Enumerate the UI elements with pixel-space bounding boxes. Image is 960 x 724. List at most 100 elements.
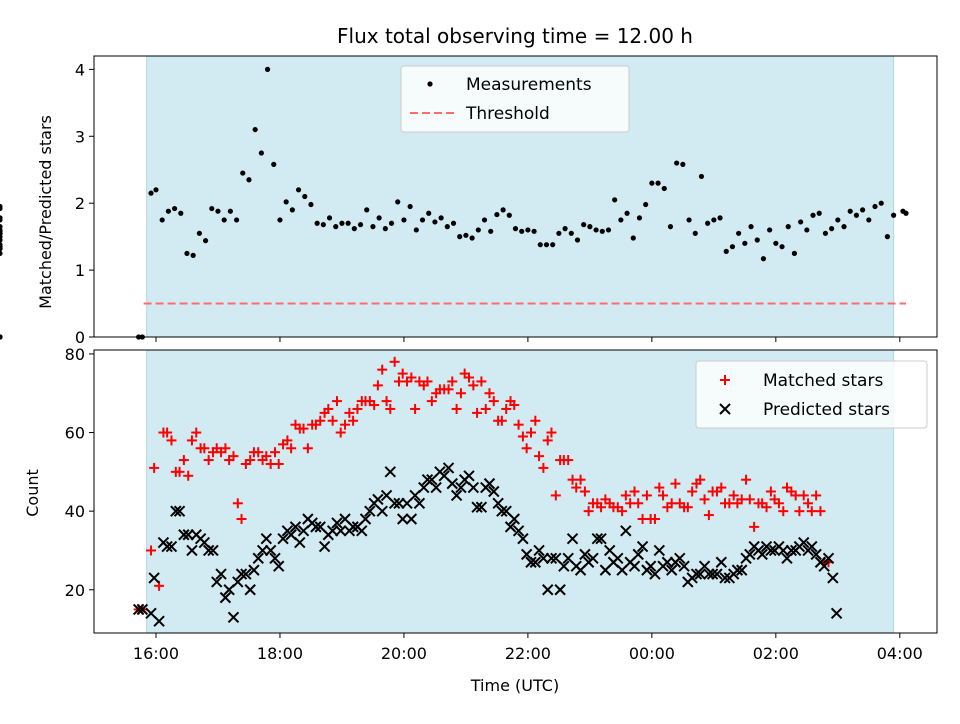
predicted-star-point [207,544,219,557]
measurement-point [202,238,209,244]
predicted-star-point-b [148,572,160,584]
predicted-star-point [731,564,744,576]
matched-star-point [794,506,805,517]
predicted-star-point-b [636,540,649,553]
top-y-tick-label: 0 [75,328,85,347]
predicted-star-point [186,544,198,557]
predicted-star-point [388,497,401,509]
matched-star-point [236,514,247,525]
measurement-point [822,230,829,236]
matched-star-point [550,490,561,501]
predicted-star-point [488,485,500,498]
measurement-point [0,205,3,212]
matched-star-point [302,443,313,454]
matched-star-point [530,415,541,426]
predicted-star-point-b [455,481,467,494]
measurement-point [475,227,481,233]
matched-star-point [617,506,628,517]
predicted-star-point-b [186,544,198,557]
measurement-point [0,224,3,230]
predicted-star-point-b [520,548,533,561]
bottom-legend-box [695,360,928,429]
measurement-point [395,199,401,205]
predicted-star-point [545,552,558,565]
measurement-point [773,240,779,246]
measurement-point [853,212,860,218]
predicted-star-point-b [694,568,706,580]
measurement-point [537,242,543,248]
predicted-star-point-b [620,525,632,537]
predicted-star-point [277,532,289,545]
measurement-point [624,210,630,216]
measurement-point [295,187,302,193]
predicted-star-point [132,603,145,616]
predicted-star-point-b [430,481,442,494]
predicted-star-point-b [579,548,591,561]
predicted-star-point-b [756,548,768,561]
matched-star-point [282,435,293,446]
predicted-star-point-b [219,591,232,604]
matched-star-point [509,400,520,411]
predicted-star-point-b [818,560,830,572]
matched-star-point [377,364,388,375]
predicted-star-point-b [698,560,711,572]
predicted-star-point [591,532,604,545]
bottom-panel: 20 40 60 80 16:00 18:00 20:00 22:00 00:00 02:00 04… [65,345,938,663]
predicted-star-point [269,552,281,565]
measurement-point [760,256,767,262]
measurement-point [500,207,506,213]
predicted-star-point-b [562,552,574,565]
predicted-star-point [334,525,347,537]
measurement-point [326,215,333,221]
matched-star-point [286,443,297,454]
measurement-point [581,222,587,228]
measurement-point [847,208,853,214]
predicted-star-point-b [492,497,504,509]
predicted-star-point [413,497,426,509]
measurement-point [320,222,326,228]
top-y-tick-label: 2 [75,194,85,213]
matched-star-point [476,376,487,387]
matched-star-point [228,451,239,462]
matched-star-point [269,447,280,458]
measurement-point [209,205,215,212]
predicted-star-point [822,552,835,565]
predicted-star-point-b [314,521,326,533]
predicted-star-point [512,525,525,537]
measurement-point [791,250,798,256]
predicted-star-point-b [554,584,566,596]
measurement-point [525,227,531,233]
matched-star-point [728,490,739,501]
predicted-star-point-b [294,536,306,549]
predicted-star-point [508,513,520,525]
matched-star-point [484,388,495,399]
predicted-star-point [806,540,818,553]
predicted-star-point-b [711,568,723,580]
measurement-point [469,235,475,241]
matched-star-point [422,376,433,387]
matched-star-point [385,403,396,414]
predicted-star-point [579,548,591,561]
measurement-point [271,161,277,167]
predicted-star-point-b [550,552,562,565]
matched-star-point [397,368,408,379]
top-series-measurements [0,66,909,340]
matched-star-point [352,403,363,414]
predicted-star-point-b [719,572,731,584]
measurement-point [531,228,537,234]
measurement-point [302,193,308,200]
measurement-point [711,217,717,223]
measurement-point [512,226,519,232]
predicted-star-point-b [830,607,843,620]
measurement-point [506,212,512,218]
predicted-star-point-b [517,532,529,545]
measurement-point [742,240,748,246]
matched-star-point [695,474,706,485]
matched-star-point [563,455,574,466]
predicted-star-point-b [165,540,178,553]
predicted-star-point-b [207,544,219,557]
measurement-point [481,217,488,223]
matched-star-point [658,490,669,501]
measurement-point [388,220,395,226]
predicted-star-point-b [529,556,542,568]
